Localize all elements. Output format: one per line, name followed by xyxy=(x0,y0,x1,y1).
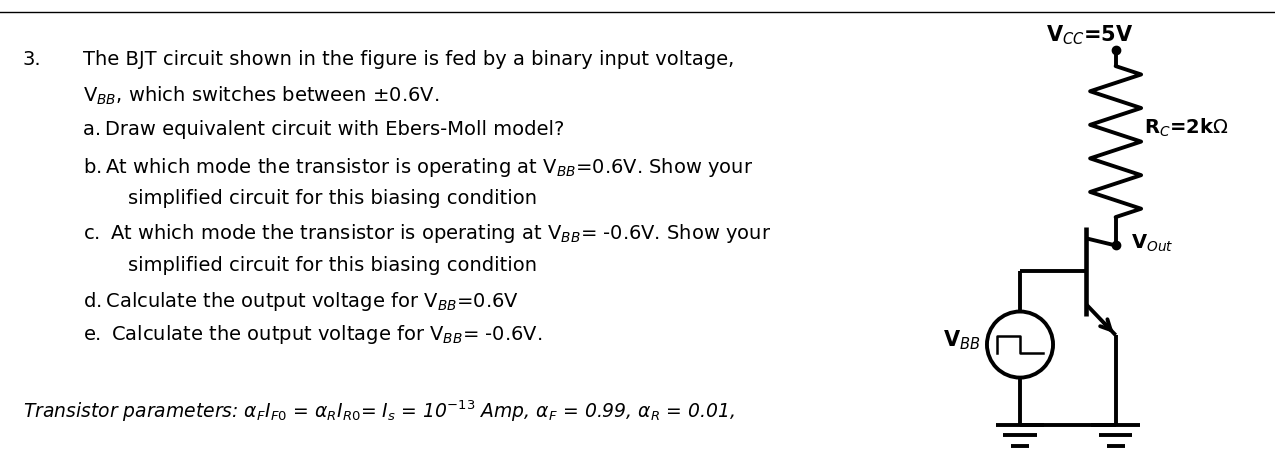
Text: V$_{CC}$=5V: V$_{CC}$=5V xyxy=(1046,24,1133,47)
Text: d. Calculate the output voltage for V$_{BB}$=0.6V: d. Calculate the output voltage for V$_{… xyxy=(83,290,519,313)
Text: R$_C$=2k$\Omega$: R$_C$=2k$\Omega$ xyxy=(1144,116,1228,139)
Text: The BJT circuit shown in the figure is fed by a binary input voltage,: The BJT circuit shown in the figure is f… xyxy=(83,50,734,68)
Text: a. Draw equivalent circuit with Ebers-Moll model?: a. Draw equivalent circuit with Ebers-Mo… xyxy=(83,120,565,139)
Text: simplified circuit for this biasing condition: simplified circuit for this biasing cond… xyxy=(128,189,537,208)
Text: V$_{BB}$: V$_{BB}$ xyxy=(944,328,980,352)
Text: 3.: 3. xyxy=(23,50,42,68)
Text: e.  Calculate the output voltage for V$_{BB}$= -0.6V.: e. Calculate the output voltage for V$_{… xyxy=(83,323,542,346)
Text: c.  At which mode the transistor is operating at V$_{BB}$= -0.6V. Show your: c. At which mode the transistor is opera… xyxy=(83,222,771,245)
Text: V$_{BB}$, which switches between ±0.6V.: V$_{BB}$, which switches between ±0.6V. xyxy=(83,85,439,107)
Text: simplified circuit for this biasing condition: simplified circuit for this biasing cond… xyxy=(128,256,537,275)
Text: b. At which mode the transistor is operating at V$_{BB}$=0.6V. Show your: b. At which mode the transistor is opera… xyxy=(83,156,754,179)
Text: Transistor parameters: α$_F$I$_{F0}$ = α$_R$I$_{R0}$= I$_s$ = 10$^{-13}$ Amp, α$: Transistor parameters: α$_F$I$_{F0}$ = α… xyxy=(23,399,734,424)
Text: V$_{Out}$: V$_{Out}$ xyxy=(1131,232,1173,254)
